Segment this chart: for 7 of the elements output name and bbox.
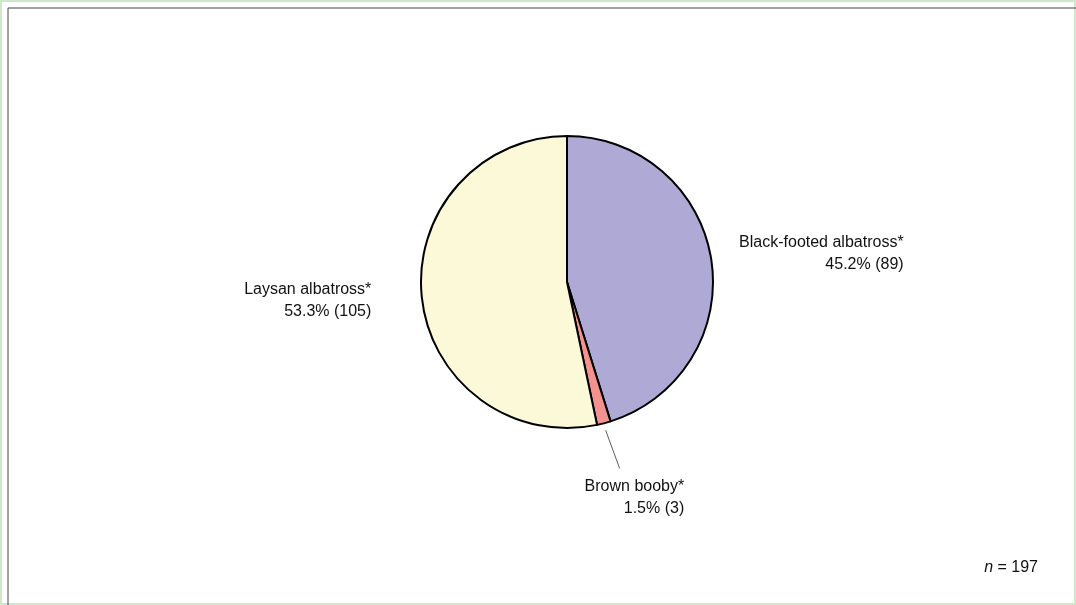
slice-label: Brown booby* (584, 476, 685, 494)
data-label: 45.2% (89) (825, 255, 904, 273)
data-label: 53.3% (105) (284, 301, 372, 319)
slice-label: Black-footed albatross* (739, 233, 904, 251)
data-label: 1.5% (3) (623, 498, 685, 516)
text: n = 197 (984, 558, 1039, 575)
slice-label: Laysan albatross* (244, 279, 372, 297)
